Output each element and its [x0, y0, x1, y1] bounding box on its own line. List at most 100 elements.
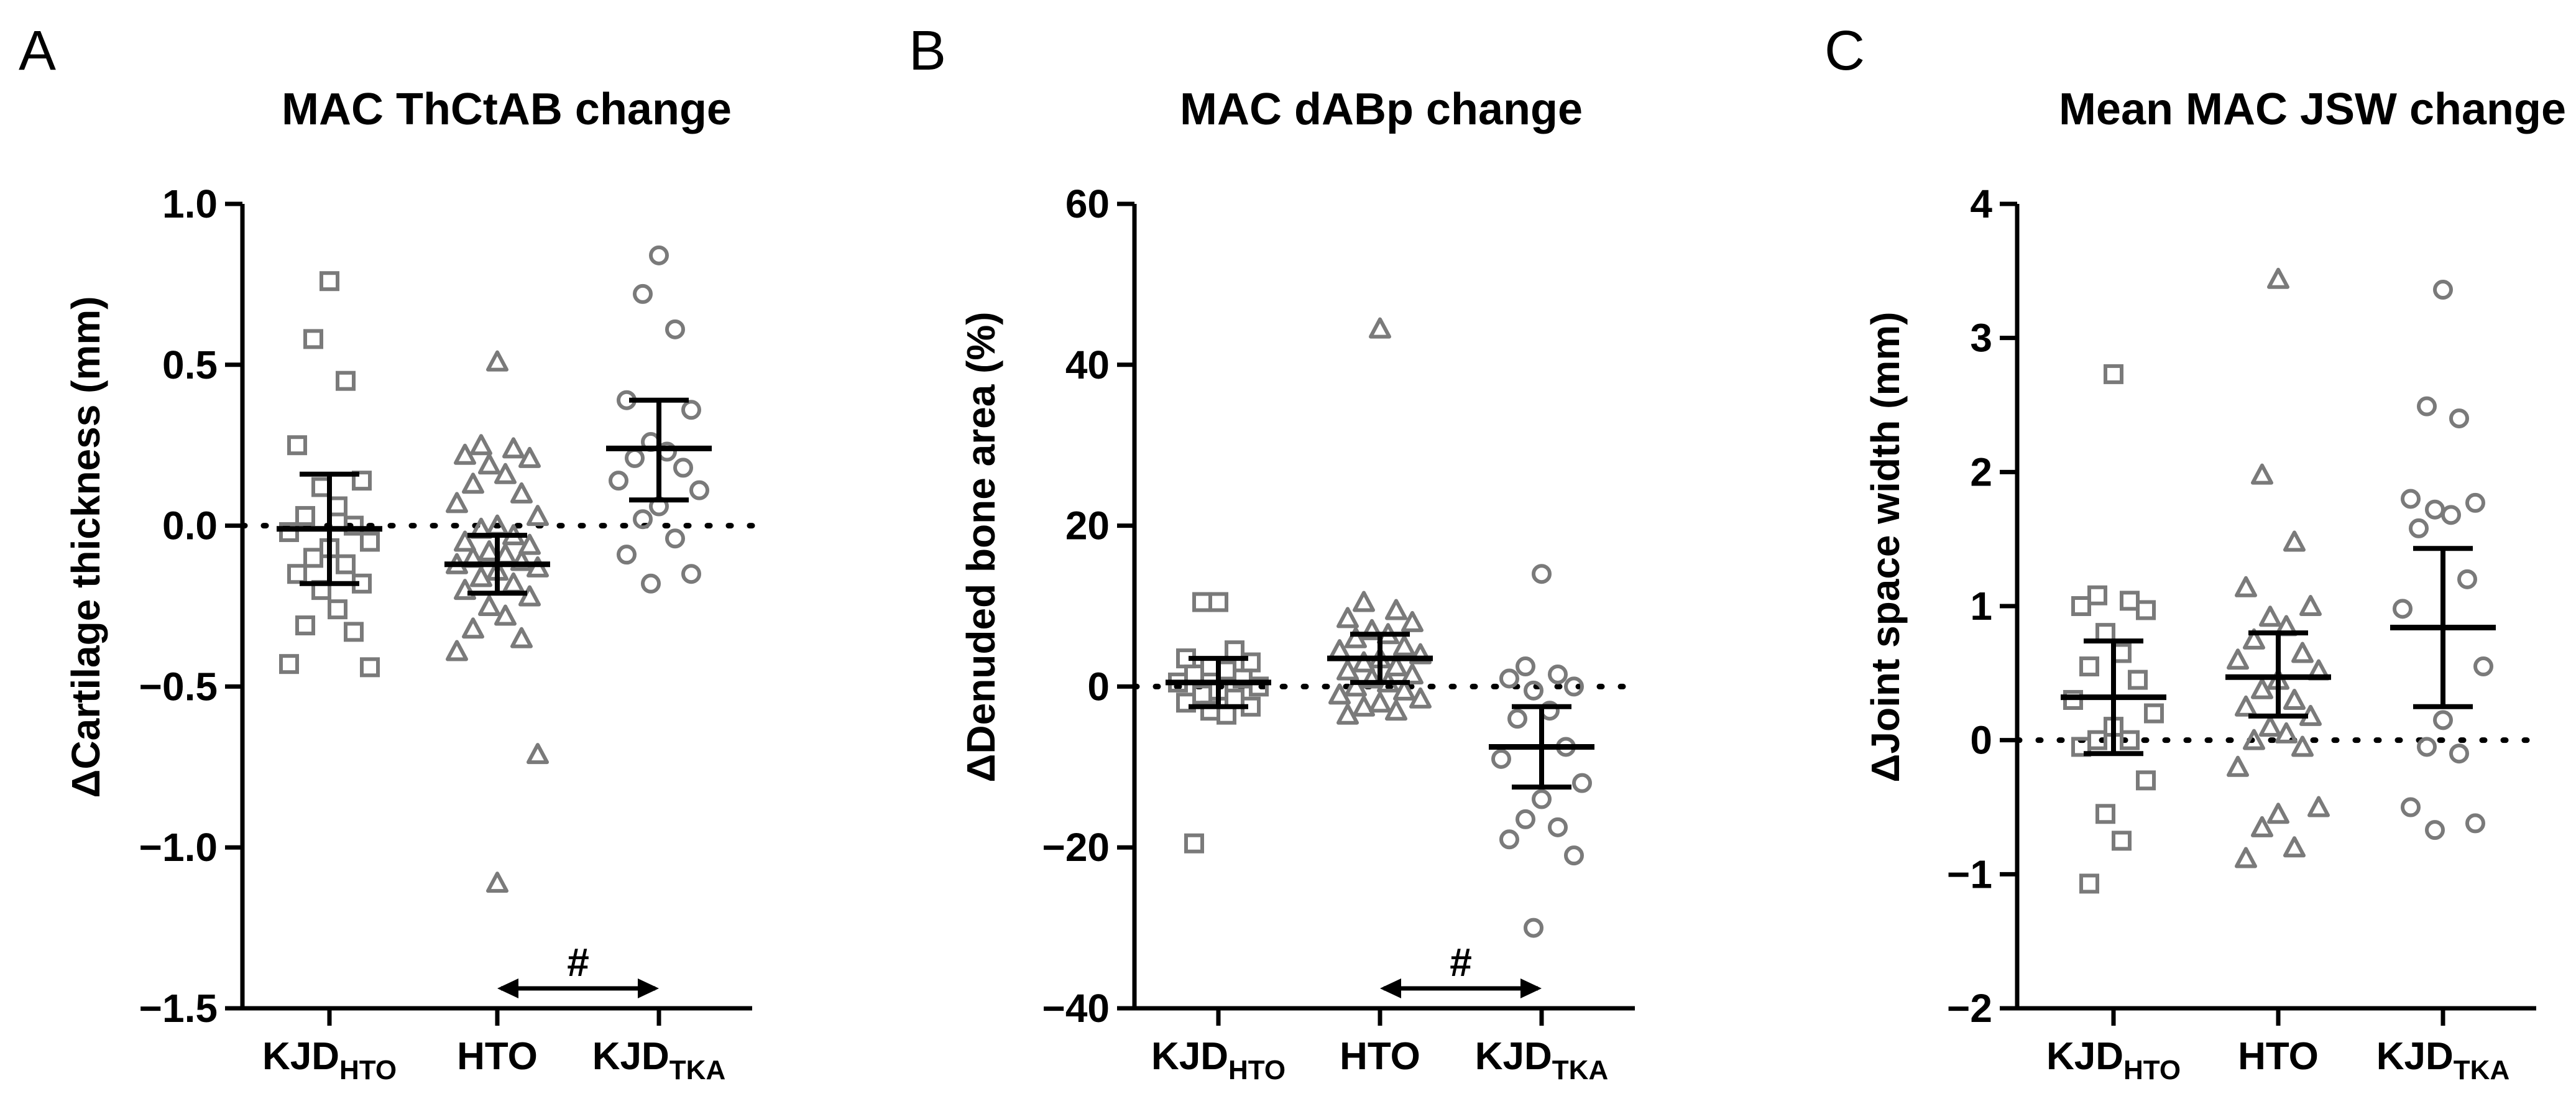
data-point-circle [1548, 664, 1568, 684]
data-point-square [2087, 585, 2107, 605]
data-point-triangle [2243, 729, 2265, 750]
x-tick-label-main: KJD [262, 1035, 339, 1078]
data-point-square [2120, 730, 2140, 750]
data-point-circle [2401, 797, 2421, 817]
data-point-square [2095, 804, 2115, 824]
data-point-square [360, 531, 380, 552]
data-point-triangle [1353, 591, 1375, 612]
data-point-circle [673, 458, 693, 478]
data-point-triangle [2283, 688, 2306, 710]
data-point-triangle [510, 627, 533, 648]
y-tick-label: 0 [1970, 718, 1992, 763]
data-point-triangle [2227, 648, 2249, 670]
x-tick-label: KJDTKA [2376, 1035, 2509, 1085]
data-point-square [2136, 770, 2156, 791]
x-tick-label-main: KJD [2046, 1035, 2123, 1078]
x-tick-label-subscript: TKA [2454, 1055, 2509, 1085]
data-point-triangle [1361, 667, 1383, 689]
data-point-triangle [518, 585, 541, 607]
data-point-triangle [510, 482, 533, 504]
significance-label: # [1450, 940, 1472, 985]
data-point-circle [2449, 408, 2469, 429]
x-tick-label-subscript: TKA [669, 1055, 725, 1085]
data-point-circle [2449, 743, 2469, 764]
data-point-circle [681, 564, 701, 584]
data-point-circle [689, 480, 709, 500]
x-tick-label: KJDTKA [592, 1035, 725, 1085]
data-point-square [1192, 592, 1212, 612]
significance-arrowhead-left [497, 978, 518, 998]
data-point-square [2144, 703, 2164, 724]
data-point-square [2128, 670, 2148, 690]
data-point-circle [1548, 817, 1568, 837]
panel-b-y-axis-label: ΔDenuded bone area (%) [959, 311, 1003, 782]
x-tick-label-main: HTO [1340, 1035, 1420, 1078]
y-tick-label: −1.5 [139, 986, 218, 1031]
data-point-circle [2433, 710, 2453, 730]
data-point-triangle [1328, 683, 1351, 705]
data-point-triangle [454, 443, 476, 465]
panel-c: C Mean MAC JSW change ΔJoint space width… [1824, 20, 2566, 1085]
data-point-triangle [462, 617, 484, 639]
panel-a: A MAC ThCtAB change ΔCartilage thickness… [19, 20, 755, 1085]
data-point-square [287, 435, 307, 456]
data-point-circle [2433, 280, 2453, 300]
y-tick-label: 0 [1087, 664, 1110, 709]
data-point-circle [1507, 709, 1527, 729]
data-point-circle [2457, 569, 2477, 589]
data-point-square [360, 657, 380, 678]
significance-label: # [567, 940, 589, 985]
data-point-circle [2473, 656, 2493, 677]
data-point-triangle [527, 505, 549, 527]
data-point-circle [665, 528, 685, 549]
data-point-triangle [1345, 627, 1367, 648]
data-point-triangle [2251, 678, 2273, 699]
data-point-triangle [1369, 691, 1391, 713]
data-point-triangle [502, 437, 525, 459]
data-point-square [303, 329, 323, 349]
data-point-circle [1516, 656, 1535, 677]
data-point-circle [2417, 737, 2437, 757]
x-tick-label-main: KJD [2376, 1035, 2454, 1078]
panel-b-title: MAC dABp change [1180, 85, 1583, 134]
data-point-triangle [2235, 576, 2257, 597]
x-tick-label-subscript: HTO [339, 1055, 397, 1085]
y-tick-label: 1.0 [162, 182, 218, 226]
significance-arrowhead-right [1520, 978, 1542, 998]
data-point-circle [609, 471, 628, 491]
x-tick-label-subscript: HTO [1228, 1055, 1286, 1085]
panel-c-title: Mean MAC JSW change [2059, 85, 2566, 134]
data-point-circle [1572, 773, 1592, 793]
data-point-square [2120, 591, 2140, 611]
data-point-circle [1524, 918, 1543, 938]
data-point-square [1176, 693, 1196, 713]
data-point-triangle [454, 579, 476, 601]
data-point-triangle [1336, 703, 1359, 725]
x-tick-label-subscript: HTO [2123, 1055, 2181, 1085]
data-point-triangle [1385, 599, 1407, 620]
y-tick-label: 0.5 [162, 343, 218, 387]
data-point-triangle [2251, 816, 2273, 837]
data-point-triangle [1336, 607, 1359, 628]
data-point-triangle [518, 533, 541, 555]
data-point-circle [649, 245, 669, 265]
data-point-triangle [462, 472, 484, 494]
data-point-circle [681, 400, 701, 420]
y-tick-label: −1.0 [139, 825, 218, 870]
x-tick-label: KJDTKA [1475, 1035, 1608, 1085]
data-point-triangle [1385, 699, 1407, 721]
data-point-circle [641, 573, 661, 594]
panel-b-letter: B [909, 20, 946, 82]
data-point-circle [2441, 505, 2461, 525]
x-tick-label: KJDHTO [2046, 1035, 2181, 1085]
panel-c-y-axis-label: ΔJoint space width (mm) [1863, 311, 1908, 782]
data-point-square [328, 599, 347, 620]
data-point-triangle [1336, 659, 1359, 681]
x-tick-label-subscript: TKA [1552, 1055, 1608, 1085]
panel-c-letter: C [1824, 20, 1865, 82]
data-point-triangle [1409, 643, 1432, 665]
data-point-circle [1524, 680, 1543, 701]
data-point-triangle [1385, 655, 1407, 677]
data-point-circle [2465, 492, 2485, 513]
